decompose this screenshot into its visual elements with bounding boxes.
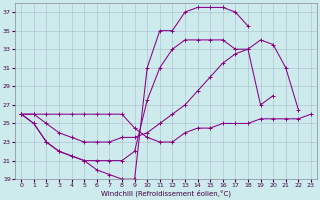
X-axis label: Windchill (Refroidissement éolien,°C): Windchill (Refroidissement éolien,°C) (101, 190, 231, 197)
